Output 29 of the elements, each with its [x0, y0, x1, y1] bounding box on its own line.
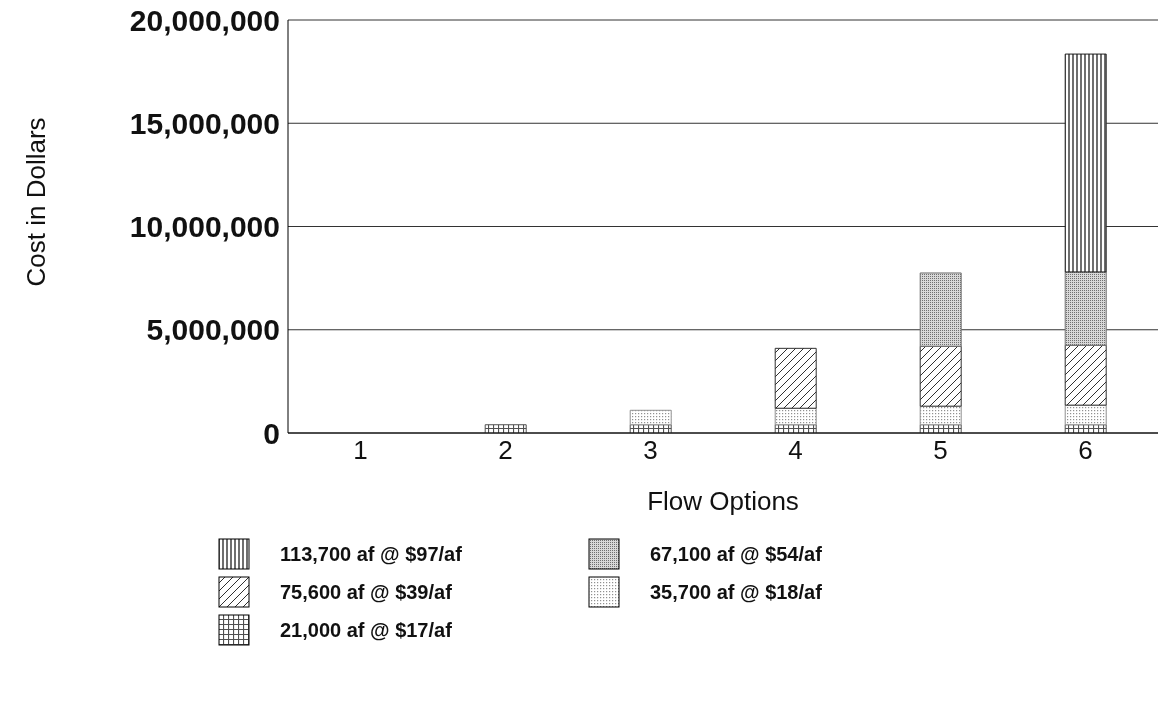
bar: [1064, 404, 1107, 426]
legend-label: 113,700 af @ $97/af: [280, 542, 462, 566]
x-tick-label: 2: [498, 435, 513, 466]
legend-label: 21,000 af @ $17/af: [280, 618, 452, 642]
y-axis-title: Cost in Dollars: [21, 117, 52, 287]
bar: [1064, 271, 1107, 346]
bar: [1064, 53, 1107, 273]
y-tick-label: 10,000,000: [129, 210, 280, 244]
x-tick-label: 6: [1078, 435, 1093, 466]
x-tick-label: 1: [353, 435, 368, 466]
x-tick-label: 3: [643, 435, 658, 466]
bar: [484, 424, 527, 433]
bar: [1064, 344, 1107, 406]
y-tick-label: 15,000,000: [129, 106, 280, 140]
legend-label: 35,700 af @ $18/af: [650, 580, 822, 604]
y-tick-label: 20,000,000: [129, 3, 280, 37]
x-tick-label: 5: [933, 435, 948, 466]
bar: [774, 407, 817, 426]
bar: [919, 345, 962, 407]
legend-label: 75,600 af @ $39/af: [280, 580, 452, 604]
bar: [629, 409, 672, 426]
bar: [774, 347, 817, 409]
y-tick-label: 0: [263, 416, 280, 450]
bar: [919, 405, 962, 426]
x-tick-label: 4: [788, 435, 803, 466]
legend-label: 67,100 af @ $54/af: [650, 542, 822, 566]
bar: [919, 272, 962, 347]
x-axis-title: Flow Options: [647, 486, 799, 516]
y-tick-label: 5,000,000: [146, 313, 280, 347]
